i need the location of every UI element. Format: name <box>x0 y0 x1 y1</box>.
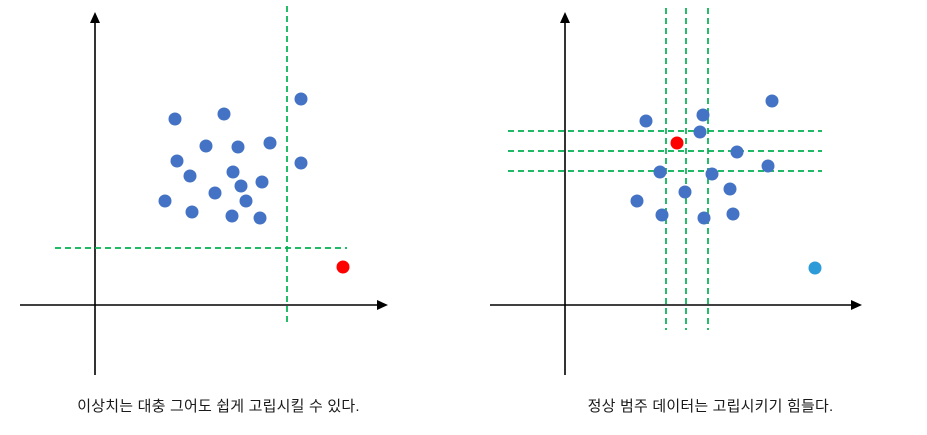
cluster-data-point <box>225 209 239 223</box>
x-axis-arrowhead <box>377 300 388 310</box>
right-plot-caption: 정상 범주 데이터는 고립시키기 힘들다. <box>587 398 834 415</box>
cluster-data-point <box>199 139 213 153</box>
cluster-data-point <box>185 205 199 219</box>
cluster-data-point <box>183 169 197 183</box>
cluster-data-point <box>168 112 182 126</box>
cluster-data-point <box>294 156 308 170</box>
cluster-data-point <box>723 182 737 196</box>
cluster-data-point <box>263 136 277 150</box>
y-axis-arrowhead <box>560 12 570 23</box>
cluster-data-point <box>678 185 692 199</box>
cluster-data-point <box>234 179 248 193</box>
cluster-data-point <box>294 92 308 106</box>
cluster-data-point <box>726 207 740 221</box>
cluster-data-point <box>226 165 240 179</box>
outlier-data-point <box>336 260 350 274</box>
cluster-data-point <box>730 145 744 159</box>
x-axis-arrowhead <box>851 300 862 310</box>
cluster-data-point <box>653 165 667 179</box>
cluster-data-point <box>693 125 707 139</box>
cluster-data-point <box>231 140 245 154</box>
cluster-data-point <box>170 154 184 168</box>
left-plot-caption: 이상치는 대충 그어도 쉽게 고립시킬 수 있다. <box>77 398 360 415</box>
cluster-data-point <box>630 194 644 208</box>
cluster-data-point <box>239 194 253 208</box>
cluster-data-point <box>639 114 653 128</box>
cluster-data-point <box>705 167 719 181</box>
cluster-data-point <box>655 208 669 222</box>
outlier-data-point <box>808 261 822 275</box>
outlier-data-point <box>670 136 684 150</box>
cluster-data-point <box>208 186 222 200</box>
y-axis-arrowhead <box>90 12 100 23</box>
cluster-data-point <box>761 159 775 173</box>
cluster-data-point <box>697 211 711 225</box>
cluster-data-point <box>696 108 710 122</box>
cluster-data-point <box>217 107 231 121</box>
cluster-data-point <box>253 211 267 225</box>
cluster-data-point <box>158 194 172 208</box>
cluster-data-point <box>765 94 779 108</box>
cluster-data-point <box>255 175 269 189</box>
